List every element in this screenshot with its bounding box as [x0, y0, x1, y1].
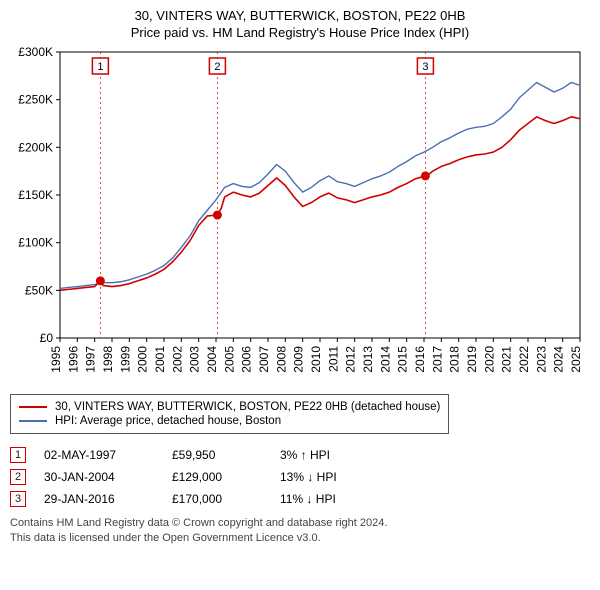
- svg-text:2001: 2001: [153, 346, 167, 373]
- transaction-marker: 1: [10, 447, 26, 463]
- title-subtitle: Price paid vs. HM Land Registry's House …: [10, 25, 590, 40]
- transaction-row: 1 02-MAY-1997 £59,950 3% ↑ HPI: [10, 444, 590, 466]
- svg-text:3: 3: [422, 61, 428, 73]
- svg-text:1999: 1999: [118, 346, 132, 373]
- footnote-line1: Contains HM Land Registry data © Crown c…: [10, 516, 590, 531]
- svg-text:2011: 2011: [326, 346, 340, 372]
- svg-text:1997: 1997: [84, 346, 98, 373]
- svg-text:2016: 2016: [413, 346, 427, 373]
- transaction-hpi: 11% ↓ HPI: [280, 492, 350, 506]
- svg-text:2010: 2010: [309, 346, 323, 373]
- legend-row-hpi: HPI: Average price, detached house, Bost…: [19, 414, 440, 428]
- svg-text:2006: 2006: [240, 346, 254, 373]
- transaction-marker: 2: [10, 469, 26, 485]
- svg-text:£100K: £100K: [18, 236, 53, 250]
- svg-text:2017: 2017: [430, 346, 444, 373]
- svg-text:2008: 2008: [274, 346, 288, 373]
- legend: 30, VINTERS WAY, BUTTERWICK, BOSTON, PE2…: [10, 394, 449, 434]
- transaction-price: £170,000: [172, 492, 262, 506]
- svg-text:£0: £0: [40, 331, 54, 345]
- svg-text:£250K: £250K: [18, 93, 53, 107]
- transaction-date: 30-JAN-2004: [44, 470, 154, 484]
- transaction-row: 2 30-JAN-2004 £129,000 13% ↓ HPI: [10, 466, 590, 488]
- svg-text:2012: 2012: [344, 346, 358, 373]
- transactions-table: 1 02-MAY-1997 £59,950 3% ↑ HPI 2 30-JAN-2004 £…: [10, 444, 590, 510]
- legend-label-hpi: HPI: Average price, detached house, Bost…: [55, 415, 281, 427]
- svg-text:2000: 2000: [136, 346, 150, 373]
- legend-label-property: 30, VINTERS WAY, BUTTERWICK, BOSTON, PE2…: [55, 401, 440, 413]
- svg-text:2018: 2018: [448, 346, 462, 373]
- legend-swatch-hpi: [19, 420, 47, 422]
- svg-text:2004: 2004: [205, 346, 219, 373]
- legend-row-property: 30, VINTERS WAY, BUTTERWICK, BOSTON, PE2…: [19, 400, 440, 414]
- svg-text:1: 1: [97, 61, 103, 73]
- svg-text:2024: 2024: [552, 346, 566, 373]
- svg-text:1995: 1995: [49, 346, 63, 373]
- svg-text:2009: 2009: [292, 346, 306, 373]
- footnote: Contains HM Land Registry data © Crown c…: [10, 516, 590, 546]
- svg-text:2025: 2025: [569, 346, 583, 373]
- titles: 30, VINTERS WAY, BUTTERWICK, BOSTON, PE2…: [10, 8, 590, 40]
- transaction-row: 3 29-JAN-2016 £170,000 11% ↓ HPI: [10, 488, 590, 510]
- transaction-hpi: 13% ↓ HPI: [280, 470, 350, 484]
- svg-text:2002: 2002: [170, 346, 184, 373]
- chart-svg: £0 £50K £100K £150K £200K £250K £300K 19951996 1…: [10, 46, 590, 386]
- chart-container: 30, VINTERS WAY, BUTTERWICK, BOSTON, PE2…: [0, 0, 600, 554]
- transaction-date: 02-MAY-1997: [44, 448, 154, 462]
- transaction-hpi: 3% ↑ HPI: [280, 448, 350, 462]
- svg-text:2021: 2021: [500, 346, 514, 373]
- transaction-price: £59,950: [172, 448, 262, 462]
- transaction-price: £129,000: [172, 470, 262, 484]
- svg-text:£150K: £150K: [18, 188, 53, 202]
- svg-text:2023: 2023: [534, 346, 548, 373]
- svg-text:£50K: £50K: [25, 283, 53, 297]
- svg-text:2: 2: [214, 61, 220, 73]
- svg-text:1998: 1998: [101, 346, 115, 373]
- svg-text:£200K: £200K: [18, 140, 53, 154]
- svg-text:£300K: £300K: [18, 46, 53, 59]
- chart: £0 £50K £100K £150K £200K £250K £300K 19951996 1…: [10, 46, 590, 386]
- svg-text:2013: 2013: [361, 346, 375, 373]
- title-address: 30, VINTERS WAY, BUTTERWICK, BOSTON, PE2…: [10, 8, 590, 23]
- footnote-line2: This data is licensed under the Open Gov…: [10, 531, 590, 546]
- svg-text:2007: 2007: [257, 346, 271, 373]
- transaction-marker: 3: [10, 491, 26, 507]
- svg-text:2019: 2019: [465, 346, 479, 373]
- svg-text:2015: 2015: [396, 346, 410, 373]
- svg-text:2005: 2005: [222, 346, 236, 373]
- transaction-date: 29-JAN-2016: [44, 492, 154, 506]
- svg-text:1996: 1996: [66, 346, 80, 373]
- svg-text:2020: 2020: [482, 346, 496, 373]
- svg-text:2022: 2022: [517, 346, 531, 373]
- legend-swatch-property: [19, 406, 47, 408]
- svg-text:2003: 2003: [188, 346, 202, 373]
- svg-text:2014: 2014: [378, 346, 392, 373]
